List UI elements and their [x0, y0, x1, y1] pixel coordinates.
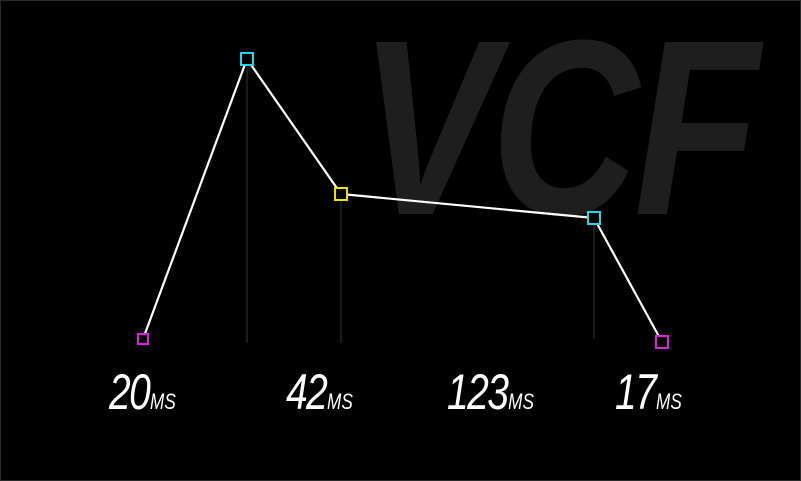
- attack-time-value: 20: [109, 364, 151, 420]
- vcf-watermark: VCF: [359, 0, 759, 267]
- sustain-time-value: 123: [447, 364, 509, 420]
- envelope-node-start[interactable]: [137, 333, 149, 345]
- release-time-label: 17MS: [615, 363, 682, 421]
- sustain-time-unit: MS: [508, 389, 534, 414]
- attack-time-label: 20MS: [109, 363, 176, 421]
- attack-time-unit: MS: [150, 389, 176, 414]
- sustain-time-label: 123MS: [447, 363, 534, 421]
- envelope-node-end[interactable]: [655, 335, 669, 349]
- decay-time-value: 42: [286, 364, 328, 420]
- release-time-unit: MS: [656, 389, 682, 414]
- envelope-node-attack-peak[interactable]: [240, 52, 254, 66]
- decay-time-label: 42MS: [286, 363, 353, 421]
- decay-time-unit: MS: [327, 389, 353, 414]
- envelope-node-decay[interactable]: [334, 187, 348, 201]
- release-time-value: 17: [615, 364, 657, 420]
- envelope-curve: [141, 57, 663, 343]
- envelope-node-sustain[interactable]: [587, 211, 601, 225]
